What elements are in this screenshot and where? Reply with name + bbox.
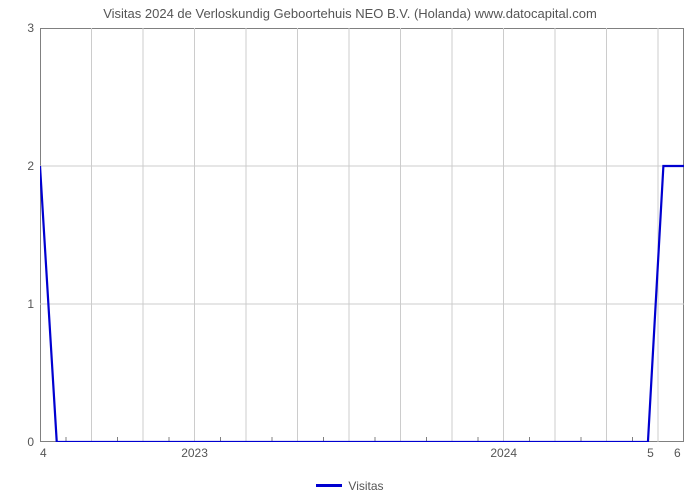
y-tick-label: 3 xyxy=(27,21,34,35)
x-tick-label: 2023 xyxy=(181,446,208,460)
y-tick-label: 2 xyxy=(27,159,34,173)
legend: Visitas xyxy=(0,478,700,493)
legend-label: Visitas xyxy=(348,479,383,493)
y-tick-label: 1 xyxy=(27,297,34,311)
chart-container: { "chart": { "type": "line", "title": "V… xyxy=(0,0,700,500)
x-tick-label: 5 xyxy=(647,446,654,460)
x-tick-label: 4 xyxy=(40,446,47,460)
legend-swatch xyxy=(316,484,342,487)
y-tick-label: 0 xyxy=(27,435,34,449)
chart-plot xyxy=(40,28,684,442)
x-tick-label: 2024 xyxy=(490,446,517,460)
chart-title: Visitas 2024 de Verloskundig Geboortehui… xyxy=(0,6,700,21)
x-tick-label: 6 xyxy=(674,446,681,460)
